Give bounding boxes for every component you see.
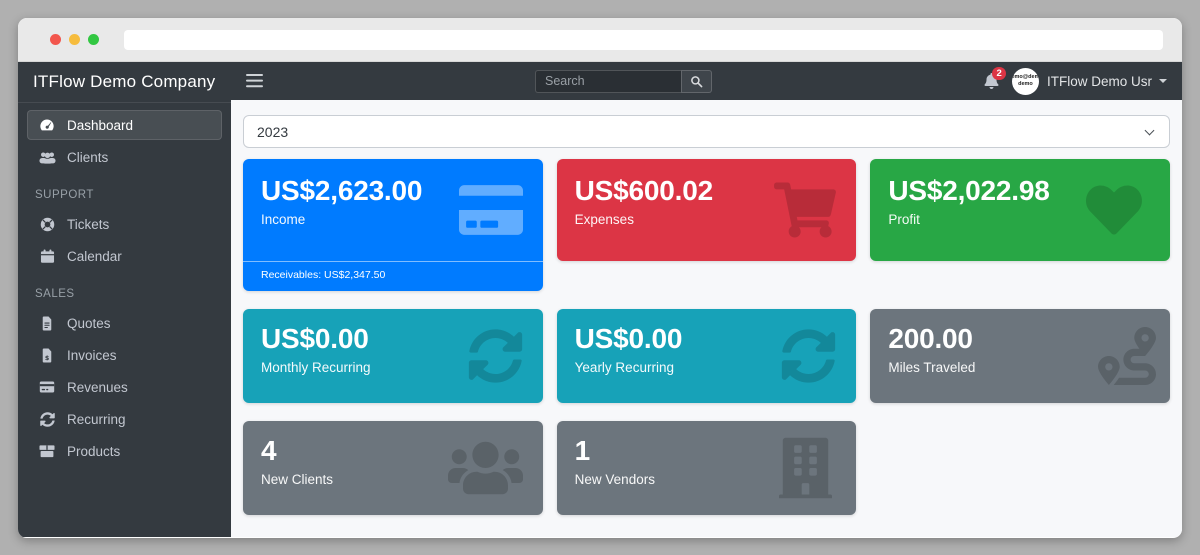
card-label: Monthly Recurring (261, 360, 371, 376)
card-label: New Vendors (574, 472, 655, 488)
sidebar-section-support: SUPPORT (35, 189, 94, 201)
stat-card-monthly-recurring[interactable]: US$0.00 Monthly Recurring (243, 309, 543, 403)
sidebar-item-products[interactable]: Products (27, 436, 222, 466)
svg-text:$: $ (45, 354, 49, 361)
sidebar-item-invoices[interactable]: $ Invoices (27, 340, 222, 370)
card-value: 200.00 (888, 323, 973, 354)
heart-icon (1084, 182, 1144, 238)
users-icon (36, 151, 58, 164)
users-icon (447, 438, 523, 498)
search-form (534, 69, 712, 93)
traffic-light-minimize[interactable] (69, 34, 80, 45)
credit-card-icon (36, 379, 58, 395)
sidebar: ITFlow Demo Company Dashboard Clients SU… (18, 62, 231, 537)
sync-icon (468, 329, 523, 384)
stat-card-income[interactable]: US$2,623.00 Income Receivables: US$2,347… (243, 159, 543, 291)
sidebar-item-label: Revenues (67, 379, 128, 395)
search-input[interactable] (534, 69, 681, 93)
stat-card-profit[interactable]: US$2,022.98 Profit (870, 159, 1170, 261)
box-icon (36, 443, 58, 459)
card-value: US$600.02 (574, 175, 714, 206)
sidebar-item-label: Tickets (67, 216, 110, 232)
card-label: Income (261, 212, 306, 228)
avatar: demo@demo demo (1011, 67, 1039, 95)
sidebar-item-dashboard[interactable]: Dashboard (27, 110, 222, 140)
stat-card-new-vendors[interactable]: 1 New Vendors (556, 421, 857, 515)
sidebar-item-tickets[interactable]: Tickets (27, 209, 222, 239)
sync-icon (36, 411, 58, 427)
notification-count-badge: 2 (991, 67, 1007, 81)
browser-window: ITFlow Demo Company Dashboard Clients SU… (18, 18, 1182, 538)
sidebar-item-label: Quotes (67, 315, 111, 331)
year-select-value: 2023 (257, 123, 289, 140)
stat-card-expenses[interactable]: US$600.02 Expenses (556, 159, 857, 261)
card-value: 4 (261, 435, 277, 466)
sidebar-item-calendar[interactable]: Calendar (27, 241, 222, 271)
card-label: Miles Traveled (888, 360, 976, 376)
file-invoice-dollar-icon: $ (36, 348, 58, 363)
building-icon (779, 437, 833, 499)
sidebar-item-label: Recurring (67, 411, 126, 427)
company-brand[interactable]: ITFlow Demo Company (18, 62, 231, 103)
dashboard-content: 2023 US$2,623.00 Income Receivables: US$… (231, 100, 1182, 537)
calendar-icon (36, 248, 58, 264)
sidebar-item-clients[interactable]: Clients (27, 142, 222, 172)
card-value: US$2,623.00 (261, 175, 423, 206)
sidebar-nav: Dashboard Clients SUPPORT Tickets (18, 103, 231, 475)
chevron-down-icon (1144, 125, 1155, 136)
stat-card-yearly-recurring[interactable]: US$0.00 Yearly Recurring (556, 309, 857, 403)
sidebar-item-revenues[interactable]: Revenues (27, 372, 222, 402)
card-value: US$0.00 (574, 323, 683, 354)
sidebar-item-label: Calendar (67, 248, 122, 264)
year-select[interactable]: 2023 (243, 115, 1170, 148)
chevron-down-icon (1158, 79, 1167, 83)
user-name: ITFlow Demo Usr (1046, 73, 1152, 89)
sidebar-item-recurring[interactable]: Recurring (27, 404, 222, 434)
sidebar-section-sales: SALES (35, 288, 75, 300)
card-label: Expenses (574, 212, 634, 228)
user-menu[interactable]: demo@demo demo ITFlow Demo Usr (1011, 67, 1167, 95)
file-alt-icon (36, 316, 58, 331)
card-value: US$0.00 (261, 323, 369, 354)
notifications-button[interactable]: 2 (984, 67, 1007, 89)
card-label: Yearly Recurring (574, 360, 674, 376)
stat-card-miles-traveled[interactable]: 200.00 Miles Traveled (870, 309, 1170, 403)
stat-card-grid: US$2,623.00 Income Receivables: US$2,347… (243, 159, 1170, 515)
sidebar-item-label: Dashboard (67, 117, 134, 133)
browser-url-bar[interactable] (124, 29, 1163, 50)
browser-chrome (18, 18, 1182, 62)
credit-card-icon (458, 182, 523, 239)
tachometer-icon (36, 117, 58, 133)
sync-icon (781, 329, 836, 384)
sidebar-item-label: Invoices (67, 347, 117, 363)
traffic-light-maximize[interactable] (88, 34, 99, 45)
top-navbar: 2 demo@demo demo ITFlow Demo Usr (231, 62, 1182, 100)
search-icon (690, 75, 703, 88)
sidebar-item-quotes[interactable]: Quotes (27, 308, 222, 338)
card-label: Profit (888, 212, 920, 228)
sidebar-item-label: Products (67, 443, 121, 459)
search-button[interactable] (680, 69, 712, 93)
traffic-light-close[interactable] (50, 34, 61, 45)
card-footer: Receivables: US$2,347.50 (243, 261, 543, 291)
card-value: 1 (574, 435, 591, 466)
stat-card-new-clients[interactable]: 4 New Clients (243, 421, 543, 515)
hamburger-menu-icon[interactable] (246, 74, 263, 88)
route-icon (1097, 327, 1156, 385)
life-ring-icon (36, 217, 58, 232)
card-label: New Clients (261, 472, 334, 488)
shopping-cart-icon (774, 182, 837, 238)
card-value: US$2,022.98 (888, 175, 1050, 206)
sidebar-item-label: Clients (67, 149, 109, 165)
